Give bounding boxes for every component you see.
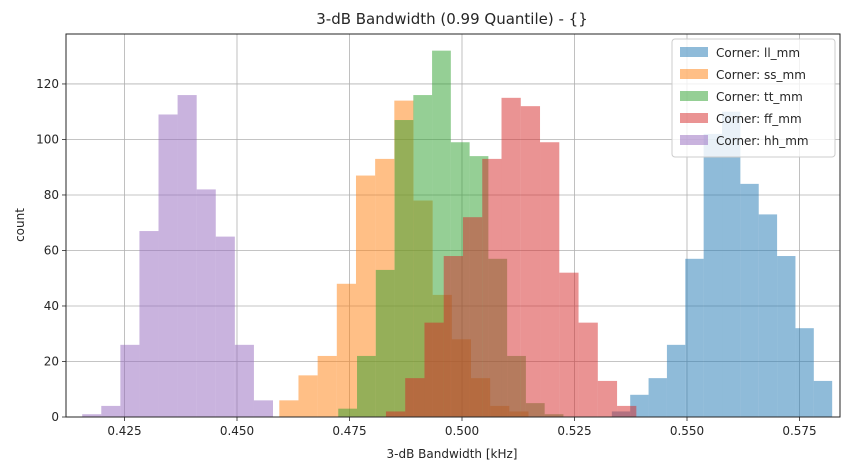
plot-frame bbox=[65, 33, 841, 418]
histogram-bar bbox=[520, 106, 541, 417]
histogram-bar bbox=[559, 272, 579, 417]
histogram-bar bbox=[215, 236, 235, 417]
histogram-bar bbox=[357, 355, 376, 417]
histogram-bar bbox=[336, 283, 356, 417]
histogram-bar bbox=[279, 400, 299, 417]
histogram-bar bbox=[158, 114, 178, 417]
legend-box bbox=[671, 38, 836, 158]
x-tick-label: 0.500 bbox=[445, 424, 479, 438]
legend-swatch bbox=[680, 135, 708, 145]
x-tick-label: 0.475 bbox=[332, 424, 366, 438]
series-corner-ff-mm bbox=[385, 97, 637, 418]
histogram-bar bbox=[685, 258, 704, 417]
y-tick-label: 80 bbox=[44, 188, 59, 202]
series-corner-hh-mm bbox=[82, 95, 273, 417]
histogram-bar bbox=[424, 322, 444, 417]
histogram-bar bbox=[338, 408, 358, 417]
histogram-bar bbox=[298, 375, 318, 417]
x-tick-label: 0.425 bbox=[107, 424, 141, 438]
histogram-bar bbox=[234, 344, 254, 417]
chart-title: 3-dB Bandwidth (0.99 Quantile) - {} bbox=[316, 10, 588, 28]
histogram-bar bbox=[703, 133, 723, 418]
histogram-bar bbox=[482, 158, 502, 418]
histogram-bar bbox=[740, 183, 759, 417]
histogram-bar bbox=[617, 405, 637, 417]
histogram-bar bbox=[578, 322, 598, 417]
y-tick-label: 40 bbox=[44, 299, 59, 313]
legend-swatch bbox=[680, 69, 708, 79]
histogram-bar bbox=[139, 231, 159, 417]
histogram-bar bbox=[82, 414, 102, 417]
histogram-bar bbox=[317, 355, 337, 417]
x-tick-label: 0.550 bbox=[670, 424, 704, 438]
histogram-bar bbox=[253, 400, 273, 417]
y-tick-label: 60 bbox=[44, 243, 59, 257]
legend-label: Corner: hh_mm bbox=[716, 134, 809, 148]
x-tick-label: 0.525 bbox=[557, 424, 591, 438]
legend-label: Corner: ll_mm bbox=[716, 46, 800, 60]
y-axis-label: count bbox=[13, 208, 27, 242]
y-tick-label: 120 bbox=[36, 77, 59, 91]
histogram-bar bbox=[101, 405, 121, 417]
histogram-bar bbox=[462, 217, 483, 417]
histogram-bar bbox=[813, 380, 833, 417]
x-axis-label: 3-dB Bandwidth [kHz] bbox=[387, 447, 518, 461]
legend: Corner: ll_mm Corner: ss_mm Corner: tt_mm C… bbox=[671, 38, 836, 158]
legend-swatch bbox=[680, 47, 708, 57]
histogram-bar bbox=[540, 142, 560, 417]
y-tick-label: 20 bbox=[44, 354, 59, 368]
y-tick-label: 100 bbox=[36, 132, 59, 146]
y-tick-label: 0 bbox=[51, 410, 59, 424]
legend-swatch bbox=[680, 91, 708, 101]
histogram-bar bbox=[648, 378, 667, 417]
legend-label: Corner: tt_mm bbox=[716, 90, 803, 104]
histogram-bar bbox=[385, 411, 406, 417]
histogram-bar bbox=[666, 344, 686, 417]
histogram-bar bbox=[597, 380, 618, 417]
axis-ticks: 0.425 0.450 0.475 0.500 0.525 0.550 0.575 0 20 40… bbox=[36, 77, 817, 438]
histogram-bar bbox=[722, 111, 741, 417]
legend-swatch bbox=[680, 113, 708, 123]
histogram-bar bbox=[394, 120, 414, 418]
histogram-bar bbox=[777, 256, 796, 417]
histogram-bars bbox=[82, 50, 833, 418]
x-tick-label: 0.450 bbox=[220, 424, 254, 438]
x-tick-label: 0.575 bbox=[782, 424, 816, 438]
histogram-bar bbox=[758, 214, 778, 417]
legend-label: Corner: ss_mm bbox=[716, 68, 806, 82]
series-corner-ll-mm bbox=[611, 111, 833, 418]
histogram-bar bbox=[196, 189, 216, 417]
histogram-bar bbox=[405, 378, 425, 417]
histogram-bar bbox=[443, 256, 463, 417]
legend-label: Corner: ff_mm bbox=[716, 112, 802, 126]
histogram-bar bbox=[177, 95, 197, 417]
histogram-bar bbox=[795, 328, 814, 417]
histogram-bar bbox=[120, 344, 140, 417]
histogram-bar bbox=[375, 269, 395, 417]
histogram-bar bbox=[501, 97, 521, 417]
